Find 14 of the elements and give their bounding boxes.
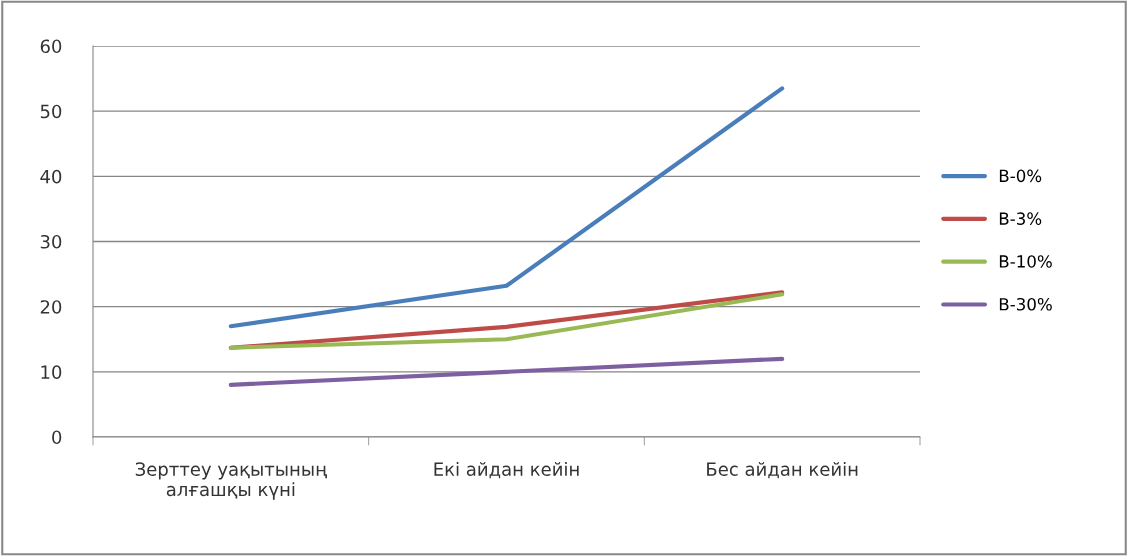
legend-label: B-10% [999,255,1052,268]
x-tick-label: Зерттеу уақытының алғашқы күні [135,462,327,500]
y-tick-label: 60 [40,39,62,54]
y-tick-label: 30 [40,234,62,249]
legend-label: B-30% [999,297,1052,311]
x-tick-label: Бес айдан кейін [707,462,858,479]
y-tick-label: 20 [40,300,62,314]
legend-label: B-0% [999,169,1042,183]
y-tick-label: 0 [52,430,62,445]
legend-label: B-3% [999,212,1042,225]
y-tick-label: 50 [40,104,62,119]
y-tick-label: 40 [40,169,62,184]
x-tick-label: Екі айдан кейін [434,462,579,479]
y-tick-label: 10 [41,365,62,379]
